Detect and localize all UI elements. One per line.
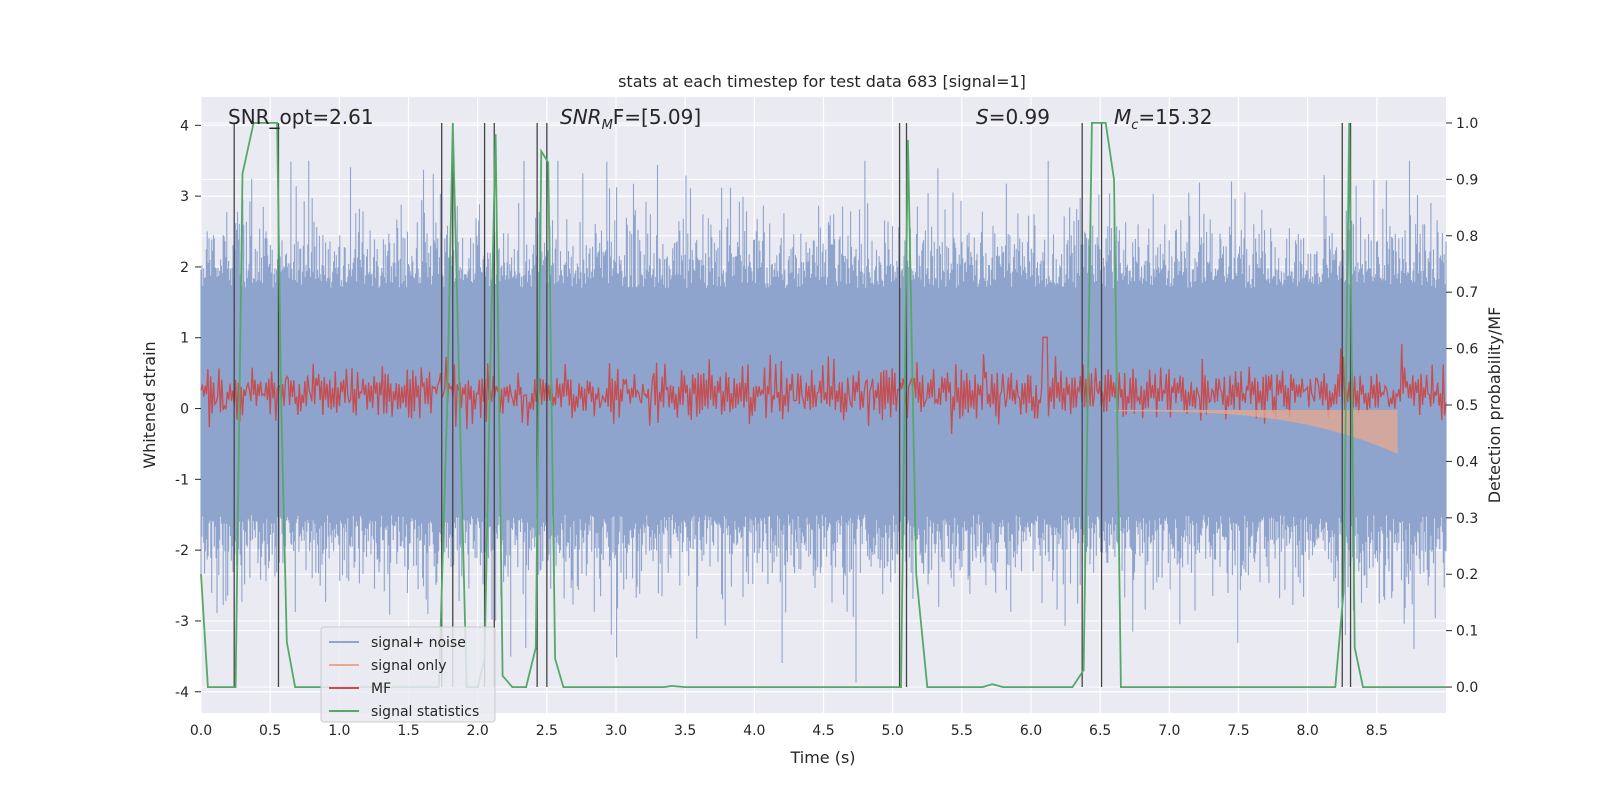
mf-trace xyxy=(200,336,1447,434)
chart-title: stats at each timestep for test data 683… xyxy=(618,72,1026,91)
x-tick-label: 2.0 xyxy=(467,723,489,739)
snr-opt-annotation: SNR_opt=2.61 xyxy=(228,105,374,129)
y-right-tick-label: 0.8 xyxy=(1456,229,1478,245)
y-right-tick-label: 0.5 xyxy=(1456,398,1478,414)
y-left-tick-label: -2 xyxy=(175,543,189,559)
legend-label-0: signal+ noise xyxy=(371,635,466,651)
mc-annotation: Mc=15.32 xyxy=(1114,105,1212,133)
x-tick-label: 4.5 xyxy=(812,723,834,739)
y-axis-right-ticks: 0.0 0.1 0.2 0.3 0.4 0.5 0.6 0.7 0.8 0.9 1.0 xyxy=(1446,116,1478,696)
signal-only-series xyxy=(1114,410,1398,454)
mf-series xyxy=(200,336,1447,434)
x-axis-label: Time (s) xyxy=(789,748,855,767)
x-tick-label: 1.5 xyxy=(397,723,419,739)
x-tick-label: 5.5 xyxy=(951,723,973,739)
x-tick-label: 0.0 xyxy=(190,723,212,739)
snr-mf-annotation: SNRMF=[5.09] xyxy=(560,105,701,133)
y-right-tick-label: 0.9 xyxy=(1456,172,1478,188)
y-right-tick-label: 0.0 xyxy=(1456,680,1478,696)
y-right-tick-label: 0.7 xyxy=(1456,285,1478,301)
legend-label-1: signal only xyxy=(371,658,446,674)
x-axis-ticks: 0.0 0.5 1.0 1.5 2.0 2.5 3.0 3.5 4.0 4.5 5.0 5.5 6.0 6… xyxy=(190,723,1388,739)
y-right-tick-label: 0.6 xyxy=(1456,342,1478,358)
y-left-tick-label: 3 xyxy=(180,189,189,205)
x-tick-label: 8.5 xyxy=(1366,723,1388,739)
y-right-tick-label: 1.0 xyxy=(1456,116,1478,132)
y-left-tick-label: 2 xyxy=(180,260,189,276)
y-right-tick-label: 0.4 xyxy=(1456,454,1478,470)
x-tick-label: 6.0 xyxy=(1020,723,1042,739)
y-axis-left-ticks: -4 -3 -2 -1 0 1 2 3 4 xyxy=(175,118,201,701)
signal-statistics-series xyxy=(200,122,1446,688)
legend: signal+ noise signal only MF signal statist… xyxy=(320,626,496,723)
x-tick-label: 4.0 xyxy=(743,723,765,739)
y-left-tick-label: -3 xyxy=(175,614,189,630)
x-tick-label: 3.0 xyxy=(605,723,627,739)
y-axis-right-label: Detection probability/MF xyxy=(1485,307,1504,504)
x-tick-label: 7.5 xyxy=(1227,723,1249,739)
y-right-tick-label: 0.2 xyxy=(1456,567,1478,583)
x-tick-label: 5.0 xyxy=(882,723,904,739)
x-tick-label: 1.0 xyxy=(328,723,350,739)
legend-label-3: signal statistics xyxy=(371,704,479,720)
x-tick-label: 6.5 xyxy=(1089,723,1111,739)
y-left-tick-label: 1 xyxy=(180,331,189,347)
signal-only-trace xyxy=(1114,410,1398,454)
x-tick-label: 0.5 xyxy=(259,723,281,739)
snr-mf-rest: F=[5.09] xyxy=(613,105,701,129)
x-tick-label: 7.0 xyxy=(1158,723,1180,739)
legend-box xyxy=(320,626,496,723)
y-right-tick-label: 0.1 xyxy=(1456,624,1478,640)
y-left-tick-label: 0 xyxy=(180,402,189,418)
snr-mf-sub: M xyxy=(602,118,613,133)
y-left-tick-label: -1 xyxy=(175,472,189,488)
y-left-tick-label: -4 xyxy=(175,685,189,701)
y-axis-left-label: Whitened strain xyxy=(140,341,159,468)
y-right-tick-label: 0.3 xyxy=(1456,511,1478,527)
mc-sub: c xyxy=(1131,118,1138,133)
s-value: =0.99 xyxy=(989,105,1050,129)
y-left-tick-label: 4 xyxy=(180,118,189,134)
legend-label-2: MF xyxy=(371,681,391,697)
x-tick-label: 8.0 xyxy=(1297,723,1319,739)
signal-statistics-line xyxy=(200,122,1446,688)
x-tick-label: 2.5 xyxy=(536,723,558,739)
s-label: S xyxy=(976,105,989,129)
s-annotation: S=0.99 xyxy=(976,105,1050,129)
mc-value: =15.32 xyxy=(1138,105,1212,129)
x-tick-label: 3.5 xyxy=(674,723,696,739)
mc-main: M xyxy=(1114,105,1131,129)
snr-mf-main: SNR xyxy=(560,105,602,129)
